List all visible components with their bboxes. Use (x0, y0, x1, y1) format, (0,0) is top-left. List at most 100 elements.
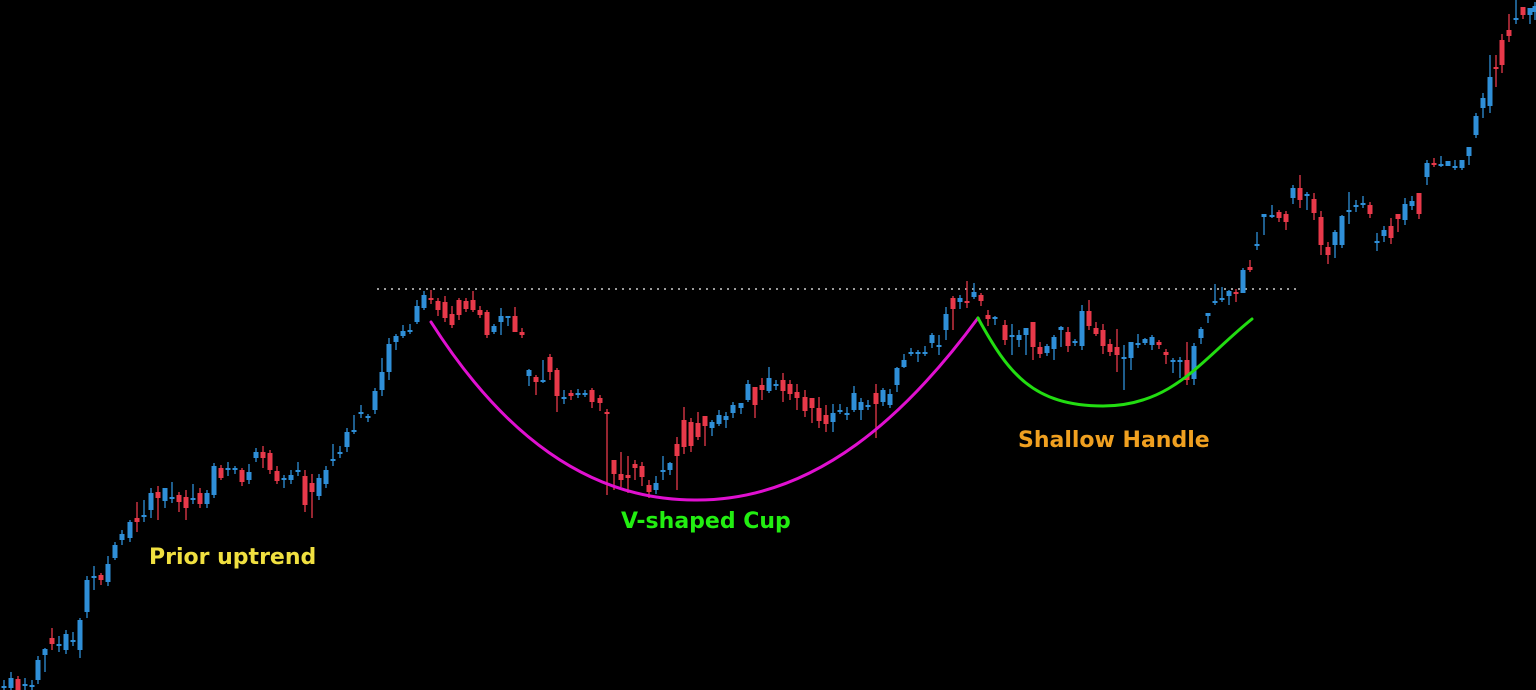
candle-up (35, 660, 41, 680)
candle-up (730, 405, 736, 413)
candle-down (1431, 163, 1437, 165)
candle-down (1002, 325, 1008, 340)
candle-up (1424, 163, 1430, 177)
candle-up (491, 326, 497, 332)
annotation-shallow-handle: Shallow Handle (1018, 428, 1210, 453)
candle-up (505, 316, 511, 318)
candle-down (1367, 205, 1373, 214)
candle-down (218, 468, 224, 478)
candle-down (978, 295, 984, 301)
candle-down (646, 485, 652, 492)
candle-up (1532, 6, 1536, 12)
candle-down (1100, 330, 1106, 346)
candle-up (526, 370, 532, 376)
candle-up (943, 314, 949, 330)
candle-down (1325, 247, 1331, 255)
candle-up (1149, 337, 1155, 345)
candle-down (1086, 311, 1092, 326)
candle-up (421, 295, 427, 308)
candle-down (435, 301, 441, 310)
candle-down (1388, 226, 1394, 238)
candle-down (787, 384, 793, 394)
candle-up (400, 331, 406, 336)
candle-down (1506, 30, 1512, 36)
candle-up (1381, 230, 1387, 236)
candle-up (211, 466, 217, 495)
candle-down (470, 300, 476, 310)
candle-down (267, 453, 273, 470)
candle-down (702, 416, 708, 426)
candle-up (971, 292, 977, 297)
candle-down (197, 493, 203, 504)
candle-up (1339, 216, 1345, 245)
candle-up (865, 405, 871, 407)
candle-down (759, 385, 765, 390)
candle-up (1290, 188, 1296, 198)
candle-down (449, 314, 455, 325)
candle-up (582, 393, 588, 395)
annotation-prior-uptrend: Prior uptrend (149, 545, 317, 570)
candle-up (709, 422, 715, 428)
candle-down (274, 471, 280, 481)
candle-down (809, 398, 815, 408)
candle-up (1079, 311, 1085, 346)
handle-curve (976, 316, 1254, 408)
candle-up (169, 497, 175, 499)
candle-up (105, 564, 111, 582)
candle-down (533, 377, 539, 382)
candle-up (323, 470, 329, 484)
candle-up (127, 522, 133, 538)
candle-up (1, 686, 7, 688)
candle-down (611, 460, 617, 474)
candle-up (414, 306, 420, 322)
candle-up (1480, 98, 1486, 108)
candle-up (365, 416, 371, 418)
candle-down (1184, 360, 1190, 380)
candle-down (155, 492, 161, 498)
candle-up (1226, 291, 1232, 296)
candle-down (1311, 199, 1317, 213)
candle-up (745, 384, 751, 400)
candle-up (1332, 232, 1338, 245)
candle-up (112, 545, 118, 558)
candle-down (604, 412, 610, 414)
candle-up (901, 360, 907, 367)
candle-up (316, 478, 322, 496)
candle-up (56, 644, 62, 646)
candle-up (1269, 215, 1275, 217)
candle-up (148, 493, 154, 510)
candle-up (830, 413, 836, 422)
candle-down (183, 497, 189, 508)
candle-up (42, 649, 48, 655)
candle-up (29, 685, 35, 687)
candle-up (773, 384, 779, 386)
candle-down (477, 310, 483, 315)
candle-up (246, 472, 252, 480)
candle-up (1198, 329, 1204, 338)
candle-up (253, 452, 259, 458)
candle-up (723, 416, 729, 420)
candle-up (1023, 328, 1029, 335)
candle-up (330, 459, 336, 461)
candle-up (372, 391, 378, 410)
candle-down (873, 393, 879, 404)
candle-down (1156, 342, 1162, 345)
candle-up (70, 640, 76, 642)
cup-curve (429, 316, 980, 502)
candle-down (639, 466, 645, 477)
candle-down (1037, 347, 1043, 354)
candle-down (1114, 347, 1120, 355)
candle-up (190, 498, 196, 500)
candle-up (1044, 346, 1050, 353)
candle-down (1297, 188, 1303, 200)
candle-up (344, 432, 350, 447)
candle-up (84, 580, 90, 612)
candle-up (351, 430, 357, 432)
candle-up (738, 403, 744, 408)
candle-down (176, 495, 182, 502)
candle-up (1205, 313, 1211, 316)
candle-down (134, 518, 140, 522)
candle-down (794, 392, 800, 398)
candle-down (1520, 7, 1526, 15)
